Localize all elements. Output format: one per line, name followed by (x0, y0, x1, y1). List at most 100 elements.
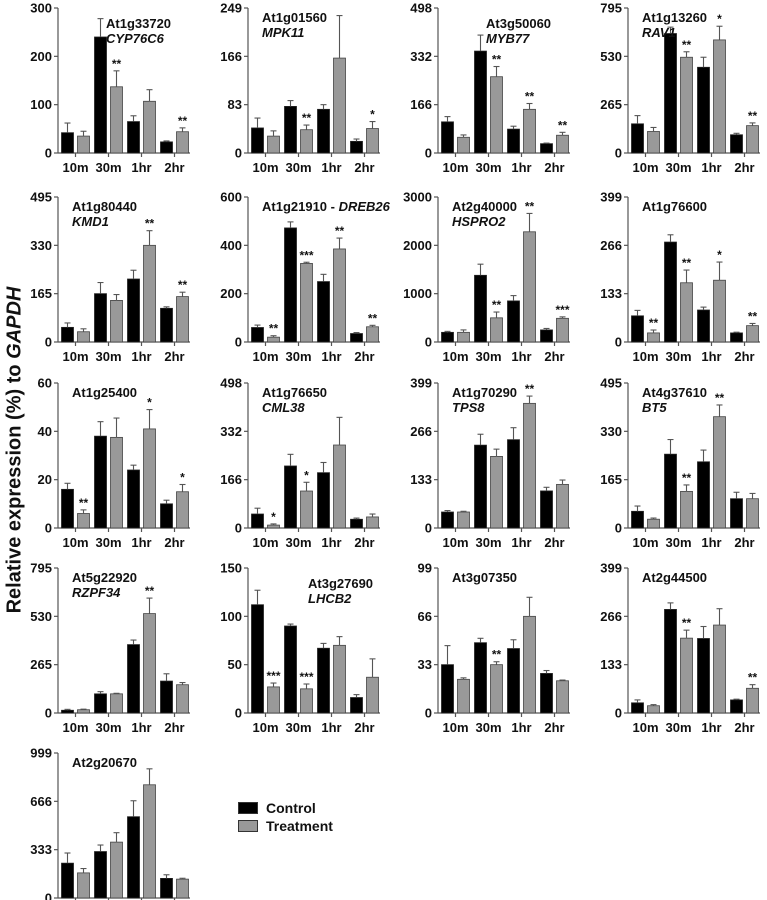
y-tick-label: 600 (220, 190, 242, 205)
bar-treatment (490, 76, 503, 154)
y-tick-label: 40 (38, 424, 52, 439)
y-tick-label: 60 (38, 376, 52, 391)
bar-control (664, 241, 677, 343)
legend-swatch-treatment (238, 820, 258, 832)
bar-treatment (523, 108, 536, 154)
bar-treatment (523, 615, 536, 714)
bar-treatment (746, 325, 759, 343)
bar-control (540, 329, 553, 343)
x-tick-label: 2hr (164, 720, 184, 735)
bar-control (664, 609, 677, 714)
y-tick-label: 399 (600, 561, 622, 576)
bar-treatment (110, 693, 123, 714)
x-tick-label: 2hr (164, 160, 184, 175)
bar-treatment (647, 332, 660, 343)
significance-marker: * (717, 248, 722, 262)
bar-treatment (267, 686, 280, 714)
y-tick-label: 20 (38, 472, 52, 487)
legend: Control Treatment (238, 799, 333, 835)
bar-control (94, 693, 107, 714)
bar-treatment (713, 279, 726, 343)
x-tick-label: 10m (632, 349, 658, 364)
panel-title-gene-name: MPK11 (262, 25, 304, 40)
y-tick-label: 0 (425, 335, 432, 350)
x-tick-label: 30m (665, 160, 691, 175)
bar-treatment (556, 134, 569, 154)
bar-treatment (746, 125, 759, 154)
x-tick-label: 10m (62, 535, 88, 550)
y-tick-label: 99 (418, 561, 432, 576)
x-tick-label: 10m (62, 720, 88, 735)
bar-control (284, 625, 297, 714)
x-tick-label: 10m (442, 160, 468, 175)
significance-marker: ** (525, 90, 535, 104)
y-tick-label: 399 (600, 190, 622, 205)
x-tick-label: 2hr (734, 349, 754, 364)
y-tick-label: 266 (600, 609, 622, 624)
bar-control (350, 518, 363, 529)
y-tick-label: 0 (235, 521, 242, 536)
significance-marker: * (180, 471, 185, 485)
bar-control (127, 469, 140, 529)
significance-marker: ** (492, 298, 502, 312)
significance-marker: *** (555, 303, 569, 317)
significance-marker: ** (682, 616, 692, 630)
panel-at1g25400: 0 20 40 60 10m ** 30m 1hr * 2hr * At1g25400 (38, 376, 190, 550)
x-tick-label: 1hr (511, 160, 531, 175)
x-tick-label: 30m (475, 535, 501, 550)
x-tick-label: 1hr (701, 160, 721, 175)
panel-title-gene-id: At2g20670 (72, 755, 137, 770)
bar-treatment (746, 498, 759, 529)
y-tick-label: 495 (600, 376, 622, 391)
bar-treatment (366, 326, 379, 343)
x-tick-label: 1hr (321, 349, 341, 364)
significance-marker: * (304, 468, 309, 482)
bar-control (631, 510, 644, 529)
y-tick-label: 200 (30, 49, 52, 64)
significance-marker: ** (748, 671, 758, 685)
bar-control (441, 511, 454, 529)
bar-control (317, 472, 330, 529)
significance-marker: ** (525, 199, 535, 213)
panel-at1g21910: 0 200 400 600 10m ** 30m *** 1hr ** 2hr ** At1g21910… (220, 190, 390, 365)
y-tick-label: 0 (45, 521, 52, 536)
x-tick-label: 1hr (131, 535, 151, 550)
bar-treatment (647, 518, 660, 529)
bar-treatment (267, 336, 280, 343)
x-tick-label: 30m (665, 720, 691, 735)
panel-title-gene-name: LHCB2 (308, 591, 352, 606)
y-tick-label: 0 (45, 335, 52, 350)
significance-marker: * (717, 12, 722, 26)
x-tick-label: 30m (95, 720, 121, 735)
bar-control (127, 816, 140, 899)
y-tick-label: 0 (425, 706, 432, 721)
significance-marker: ** (558, 118, 568, 132)
significance-marker: ** (178, 278, 188, 292)
bar-treatment (143, 244, 156, 343)
bar-control (160, 680, 173, 714)
bar-control (284, 227, 297, 343)
y-tick-label: 133 (600, 286, 622, 301)
panel-title-gene-id: At1g13260 (642, 10, 707, 25)
y-tick-label: 249 (220, 1, 242, 16)
bar-control (160, 878, 173, 899)
bar-control (540, 143, 553, 154)
significance-marker: ** (335, 224, 345, 238)
bar-control (474, 50, 487, 154)
y-tick-label: 165 (600, 472, 622, 487)
x-tick-label: 2hr (544, 535, 564, 550)
bar-treatment (267, 135, 280, 154)
bar-control (507, 128, 520, 154)
y-tick-label: 83 (228, 97, 242, 112)
panel-at1g33720: 0 100 200 300 10m 30m ** 1hr 2hr ** At1g33720CYP76… (30, 1, 190, 175)
bar-control (631, 315, 644, 343)
bar-control (350, 333, 363, 343)
x-tick-label: 1hr (511, 349, 531, 364)
x-tick-label: 30m (285, 160, 311, 175)
x-tick-label: 10m (442, 349, 468, 364)
panel-at3g50060: 0 166 332 498 10m 30m ** 1hr ** 2hr ** At3g50060MYB… (410, 1, 570, 175)
significance-marker: ** (715, 391, 725, 405)
y-tick-label: 530 (30, 609, 52, 624)
bar-treatment (176, 684, 189, 714)
